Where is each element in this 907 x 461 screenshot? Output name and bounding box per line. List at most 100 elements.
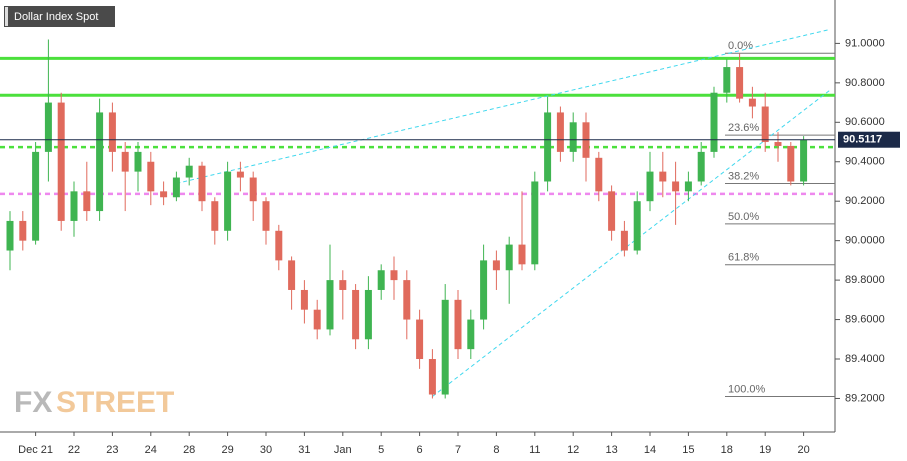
candle-body	[96, 112, 104, 212]
y-tick-label: 90.8000	[845, 77, 885, 89]
y-tick-label: 91.0000	[845, 37, 885, 49]
candle-body	[569, 122, 577, 152]
candle-body	[480, 260, 488, 320]
x-tick-label: Dec 21	[18, 444, 53, 456]
candle-body	[262, 201, 270, 231]
candle-body	[185, 165, 193, 178]
candle-body	[147, 161, 155, 192]
y-tick-label: 90.2000	[845, 195, 885, 207]
y-tick-label: 90.4000	[845, 156, 885, 168]
x-tick-label: 13	[605, 444, 617, 456]
fib-label: 50.0%	[728, 211, 759, 223]
candle-body	[249, 177, 257, 202]
y-tick-label: 90.0000	[845, 235, 885, 247]
y-tick-label: 90.6000	[845, 116, 885, 128]
candle-body	[492, 260, 500, 271]
candle-body	[121, 151, 129, 172]
y-tick-label: 89.6000	[845, 313, 885, 325]
x-tick-label: 24	[145, 444, 157, 456]
x-tick-label: 14	[644, 444, 656, 456]
candle-body	[556, 112, 564, 152]
candle-body	[19, 220, 27, 241]
candle-body	[108, 112, 116, 152]
x-tick-label: Jan	[334, 444, 352, 456]
x-tick-label: 7	[455, 444, 461, 456]
title-box	[4, 6, 115, 27]
candle-body	[326, 280, 334, 330]
candle-body	[313, 309, 321, 330]
candle-body	[620, 230, 628, 251]
last-price-box	[838, 131, 900, 148]
watermark: FX	[14, 386, 52, 419]
candle-body	[275, 230, 283, 261]
x-tick-label: 18	[721, 444, 733, 456]
candle-body	[505, 244, 513, 271]
y-tick-label: 89.8000	[845, 274, 885, 286]
chart-title: Dollar Index Spot	[14, 11, 98, 23]
x-tick-label: 22	[68, 444, 80, 456]
candle-body	[736, 67, 744, 99]
x-tick-label: 28	[183, 444, 195, 456]
candle-body	[518, 244, 526, 265]
candle-body	[416, 319, 424, 360]
candle-body	[44, 102, 52, 152]
candle-body	[377, 270, 385, 290]
candle-body	[236, 171, 244, 178]
candle-body	[134, 151, 142, 172]
candle-body	[352, 289, 360, 340]
candle-body	[672, 181, 680, 192]
candle-body	[300, 289, 308, 310]
candle-body	[339, 280, 347, 290]
watermark: STREET	[56, 386, 174, 419]
candle-body	[211, 201, 219, 231]
candle-body	[428, 359, 436, 395]
y-tick-label: 89.2000	[845, 392, 885, 404]
candle-body	[646, 171, 654, 202]
candle-body	[633, 201, 641, 251]
candle-body	[454, 299, 462, 350]
candle-body	[6, 220, 14, 251]
candle-body	[684, 181, 692, 192]
candle-body	[710, 92, 718, 152]
x-tick-label: 11	[529, 444, 540, 456]
candle-body	[659, 171, 667, 182]
candle-body	[160, 191, 168, 198]
candle-body	[83, 191, 91, 212]
candle-body	[224, 171, 232, 231]
candle-body	[531, 181, 539, 265]
x-tick-label: 5	[378, 444, 384, 456]
candle-body	[32, 151, 40, 241]
x-tick-label: 12	[567, 444, 579, 456]
x-tick-label: 23	[106, 444, 118, 456]
candle-body	[441, 299, 449, 395]
x-tick-label: 15	[682, 444, 694, 456]
fib-label: 100.0%	[728, 383, 766, 395]
candle-body	[198, 165, 206, 202]
x-tick-label: 6	[417, 444, 423, 456]
candle-body	[787, 145, 795, 182]
candle-body	[595, 157, 603, 192]
fib-label: 0.0%	[728, 40, 753, 52]
candle-body	[544, 112, 552, 182]
x-tick-label: 31	[298, 444, 310, 456]
candle-body	[172, 177, 180, 198]
candle-body	[70, 191, 78, 221]
candle-body	[800, 139, 808, 182]
candle-body	[774, 142, 782, 146]
candle-body	[57, 102, 65, 221]
candle-body	[608, 191, 616, 231]
candle-body	[761, 106, 769, 143]
candle-body	[697, 151, 705, 182]
title-accent	[5, 7, 8, 26]
last-price-label: 90.5117	[843, 134, 882, 146]
fib-label: 23.6%	[728, 122, 759, 134]
y-tick-label: 89.4000	[845, 353, 885, 365]
candle-body	[288, 260, 296, 290]
candle-body	[723, 67, 731, 93]
x-tick-label: 8	[493, 444, 499, 456]
x-tick-label: 29	[221, 444, 233, 456]
fib-label: 61.8%	[728, 252, 759, 264]
x-tick-label: 20	[797, 444, 809, 456]
